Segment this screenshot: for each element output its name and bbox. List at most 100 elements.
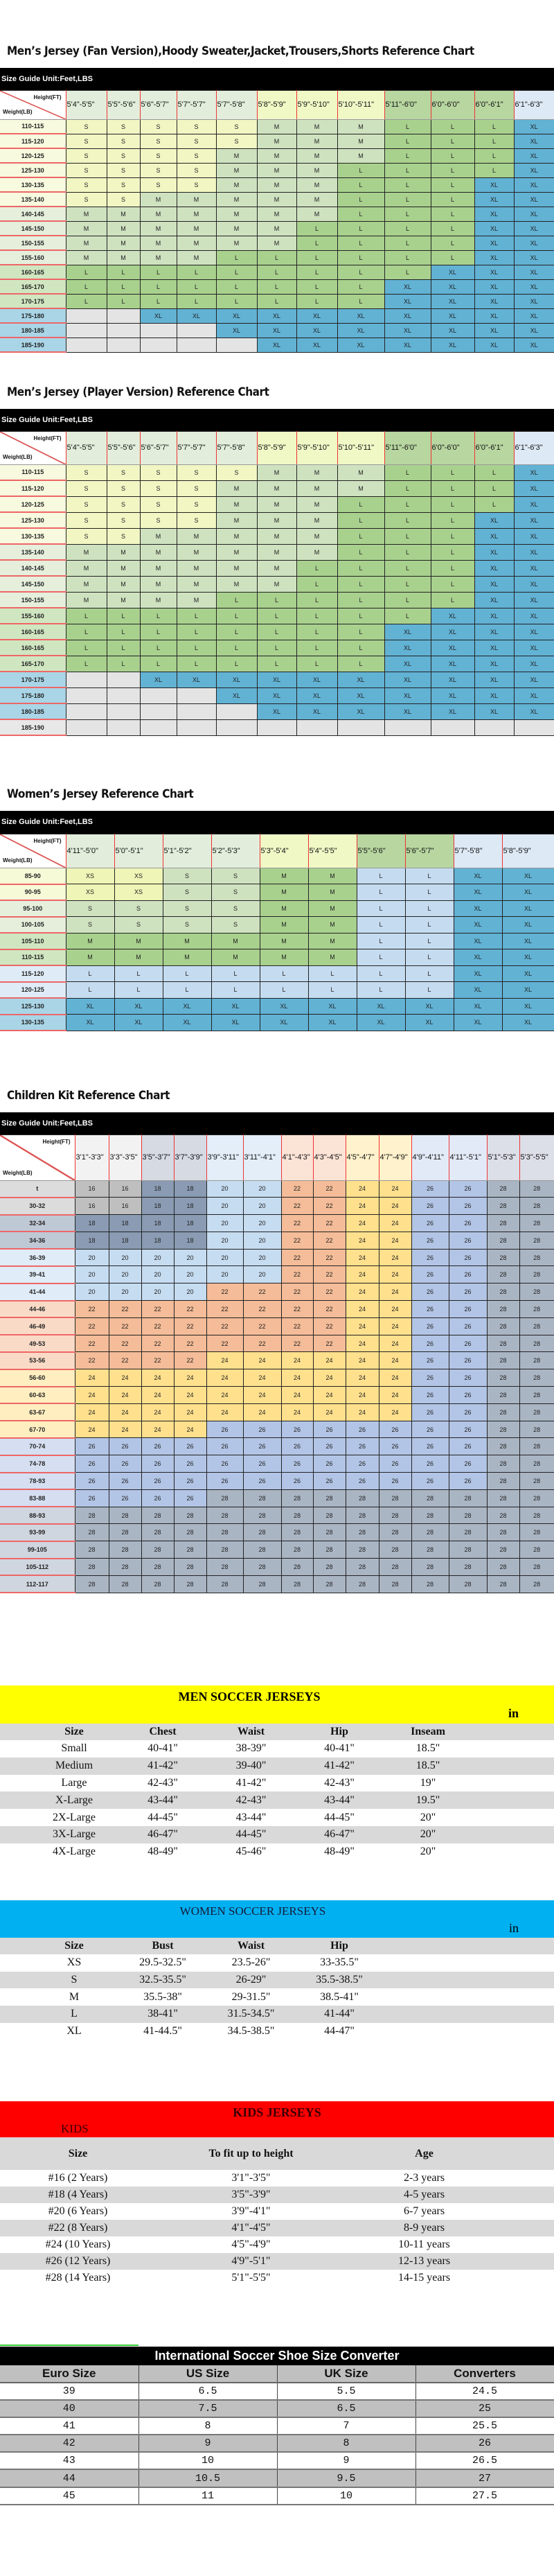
women-soccer-title: WOMEN SOCCER JERSEYS [179,1904,326,1918]
size-cell: L [65,607,107,624]
size-cell: 22 [280,1248,314,1267]
size-cell: 22 [141,1334,175,1353]
table-cell: 44-45" [324,1811,355,1823]
table-row: #20 (6 Years) 3'9"-4'1" 6-7 years [0,2203,554,2220]
size-cell: S [106,464,141,481]
size-cell: 24 [345,1386,379,1404]
size-cell: XL [513,148,554,164]
size-cell: 22 [280,1197,314,1216]
table-row: 74-78 26 26 26 26 26 26 26 26 26 26 26 26 28 28 [0,1455,554,1473]
table-row: #18 (4 Years) 3'5"-3'9" 4-5 years [0,2187,554,2203]
table-cell: 2-3 years [403,2172,445,2184]
size-cell: 18 [141,1231,175,1250]
size-cell: 28 [519,1420,554,1439]
table-row: Small 40-41" 38-39" 40-41" 18.5" [0,1740,554,1758]
size-cell: S [106,480,141,497]
size-cell: S [211,867,260,884]
table-cell: 23.5-26" [231,1956,271,1969]
size-cell: L [162,981,212,999]
size-cell: 28 [411,1506,449,1525]
weight-row-label: 150-155 [0,235,66,251]
weight-row-label: 160-165 [0,264,66,280]
size-cell: L [114,981,163,999]
size-cell: L [106,623,141,640]
size-cell: 20 [141,1248,175,1267]
size-cell: L [384,496,431,513]
size-cell: 28 [486,1351,520,1370]
size-cell: XL [404,1014,454,1031]
height-column-header: 5'4"-5'5" [65,430,107,465]
size-cell: S [215,119,258,134]
table-cell: 34.5-38.5" [227,2025,275,2038]
weight-row-label: 53-56 [0,1351,75,1370]
column-header: Euro Size [0,2365,139,2383]
column-header: Waist [207,1724,295,1740]
size-cell: 28 [173,1558,207,1576]
table-row: 36-39 20 20 20 20 20 20 22 22 24 24 26 26 28 28 [0,1248,554,1267]
table-cell: 35.5-38.5" [295,1971,384,1989]
spacer-cell [0,2023,30,2040]
size-cell: XL [513,264,554,280]
size-cell: M [176,220,217,236]
size-cell: XL [384,687,431,704]
column-header: Size [30,1938,118,1954]
size-cell: M [139,559,177,577]
table-row: 150-155 M M M M L L L L L L XL XL [0,591,554,608]
spacer-cell [0,1825,30,1843]
table-row: 175-180 XL XL XL XL XL XL XL XL [0,687,554,704]
size-cell: M [259,867,309,884]
size-cell: L [337,235,385,251]
height-column-header: 5'1"-5'3" [486,1134,520,1181]
size-cell: L [404,981,454,999]
column-header: Age [346,2137,502,2170]
weight-row-label: 46-49 [0,1317,75,1336]
weight-row-label: 39-41 [0,1265,75,1284]
size-guide-label: Size Guide Unit:Feet,LBS [0,68,554,90]
size-cell: 26 [448,1231,488,1250]
size-cell: XL [356,997,406,1015]
table-cell: M [69,1990,80,2003]
height-column-header: 5'3"-5'4" [259,833,309,868]
weight-row-label: 41-44 [0,1283,75,1302]
size-cell: 26 [411,1300,449,1318]
size-cell: 28 [519,1180,554,1198]
weight-row-label: 175-180 [0,687,66,704]
size-cell: L [296,623,338,640]
size-cell: 16 [108,1180,142,1198]
height-column-header: 5'2"-5'3" [211,833,260,868]
size-cell: XL [256,703,297,720]
weight-row-label: 185-190 [0,719,66,736]
size-cell: 22 [312,1334,346,1353]
table-row: 145-150 M M M M M M L L L L XL XL [0,575,554,593]
weight-row-label: 175-180 [0,308,66,324]
spacer-cell [502,2270,554,2286]
size-cell: M [139,191,177,207]
size-cell: 28 [280,1541,314,1559]
height-column-header: 4'11"-5'0" [65,833,115,868]
size-cell [296,719,338,736]
men-player-size-chart: Size Guide Unit:Feet,LBS Height(FT) Weight… [0,409,554,736]
size-cell: XL [474,607,515,624]
size-cell: M [296,191,338,207]
size-cell: M [296,133,338,149]
size-cell: 22 [280,1214,314,1232]
size-cell: 28 [242,1523,282,1542]
size-cell: M [139,591,177,608]
size-cell: XL [430,671,475,688]
size-cell: M [307,867,357,884]
size-cell: L [106,293,141,309]
size-cell: M [65,235,107,251]
size-cell: 28 [280,1523,314,1542]
size-cell: M [307,949,357,966]
size-cell [106,703,141,720]
size-cell: 28 [519,1472,554,1490]
table-cell: #16 (2 Years) [48,2172,108,2184]
size-cell: L [404,867,454,884]
size-cell: M [296,527,338,545]
spacer-cell [472,1740,554,1758]
table-row: 180-185 XL XL XL XL XL XL XL XL [0,322,554,338]
size-cell: 24 [378,1369,412,1387]
size-cell: 28 [411,1489,449,1507]
weight-row-label: 160-165 [0,639,66,656]
size-cell: M [162,932,212,949]
